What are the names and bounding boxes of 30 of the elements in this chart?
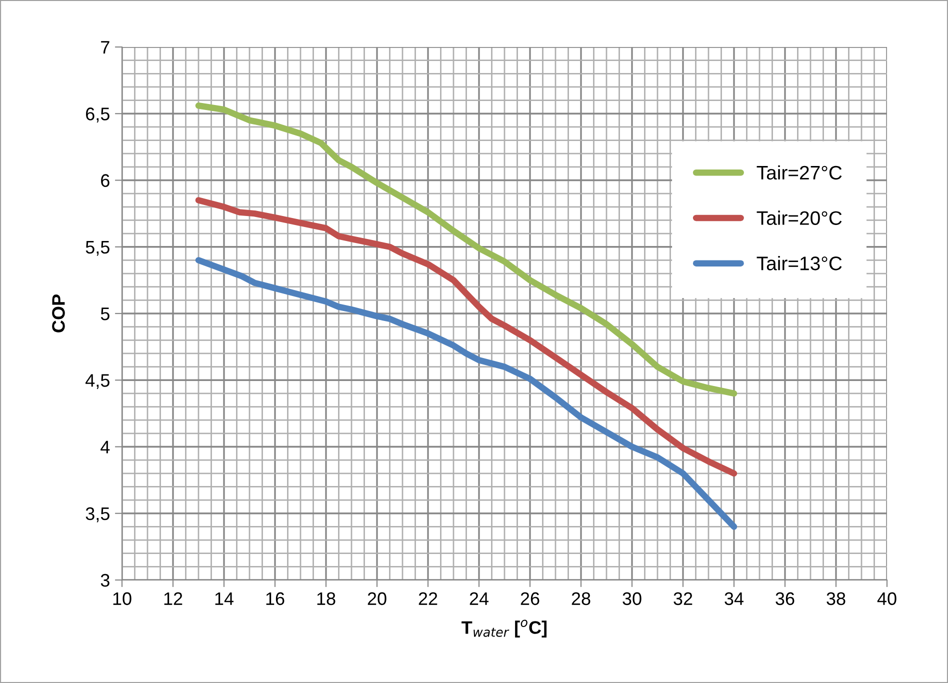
x-tick-label: 26 [520, 592, 540, 606]
x-tick-label: 18 [317, 592, 336, 606]
x-tick-label: 24 [470, 592, 489, 605]
x-tick-label: 12 [164, 592, 182, 605]
legend-label: Tair=13°C [756, 256, 842, 270]
x-tick-label: 10 [113, 592, 132, 606]
x-axis-title: T$_{water}$ [$^{o}$C] [462, 620, 547, 638]
x-tick-label: 28 [572, 592, 590, 606]
x-tick-label: 14 [215, 592, 234, 605]
x-tick-label: 36 [776, 592, 794, 606]
y-tick-label: 6 [101, 174, 110, 187]
x-tick-label: 22 [418, 592, 438, 605]
y-tick-label: 6,5 [86, 108, 110, 122]
legend-label: Tair=20°C [756, 210, 842, 225]
y-tick-label: 3 [100, 574, 110, 587]
x-tick-label: 38 [826, 592, 846, 606]
y-tick-label: 5 [100, 308, 110, 320]
y-tick-label: 4,5 [86, 374, 110, 389]
x-tick-label: 16 [266, 592, 284, 606]
y-tick-label: 4 [100, 440, 110, 454]
x-tick-label: 30 [622, 592, 642, 606]
legend-label: Tair=27°C [756, 165, 842, 180]
x-tick-label: 40 [877, 592, 896, 606]
y-tick-label: 3,5 [86, 507, 110, 522]
y-tick-label: 5,5 [86, 240, 110, 256]
x-tick-label: 32 [674, 592, 692, 606]
y-tick-label: 7 [101, 41, 110, 54]
x-tick-label: 20 [368, 592, 386, 606]
x-tick-label: 34 [724, 592, 744, 606]
y-axis-title: COP [52, 294, 65, 332]
